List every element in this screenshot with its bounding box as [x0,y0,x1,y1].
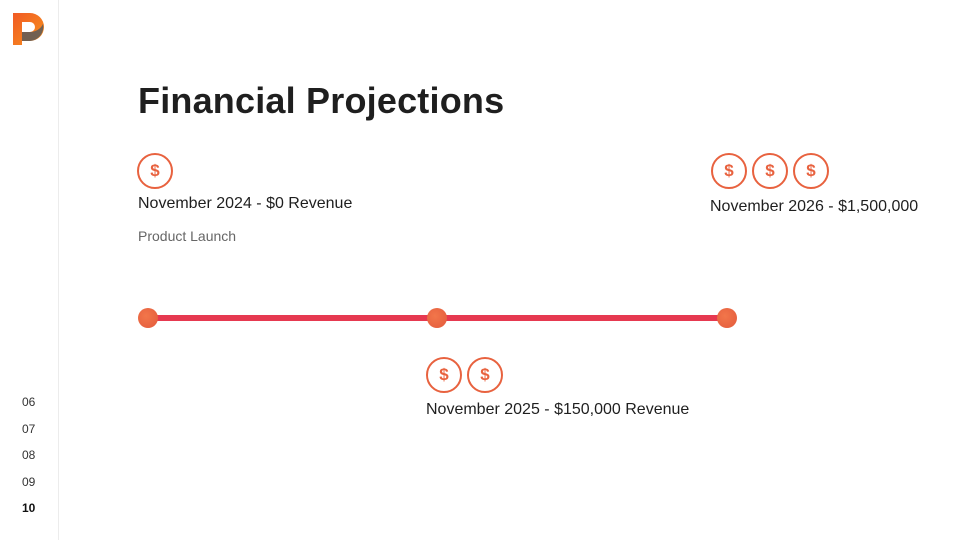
page-item-09[interactable]: 09 [22,474,36,489]
dollar-coin-icon: $ [793,153,829,189]
timeline [138,306,738,330]
page-item-08[interactable]: 08 [22,448,36,462]
dollar-coin-icon: $ [137,153,173,189]
dollar-coin-icon: $ [426,357,462,393]
milestone-3-coins: $ $ $ [711,153,829,189]
timeline-dot-2024 [138,308,158,328]
page-item-07[interactable]: 07 [22,421,36,436]
timeline-dot-2025 [427,308,447,328]
milestone-1-label: November 2024 - $0 Revenue [138,195,353,212]
slide-sidebar: 06 07 08 09 10 [0,0,59,540]
milestone-2-coins: $ $ [426,357,503,393]
milestone-2-label: November 2025 - $150,000 Revenue [426,401,690,418]
brand-logo-icon [13,13,44,45]
page-item-10[interactable]: 10 [22,501,36,515]
page-item-06[interactable]: 06 [22,395,36,409]
milestone-3-label: November 2026 - $1,500,000 [710,198,919,215]
dollar-coin-icon: $ [467,357,503,393]
slide-title: Financial Projections [138,80,505,121]
milestone-1-coins: $ [137,153,173,189]
timeline-dot-2026 [717,308,737,328]
milestone-1-subtitle: Product Launch [138,228,237,244]
dollar-coin-icon: $ [752,153,788,189]
dollar-coin-icon: $ [711,153,747,189]
page-list: 06 07 08 09 10 [0,394,58,527]
